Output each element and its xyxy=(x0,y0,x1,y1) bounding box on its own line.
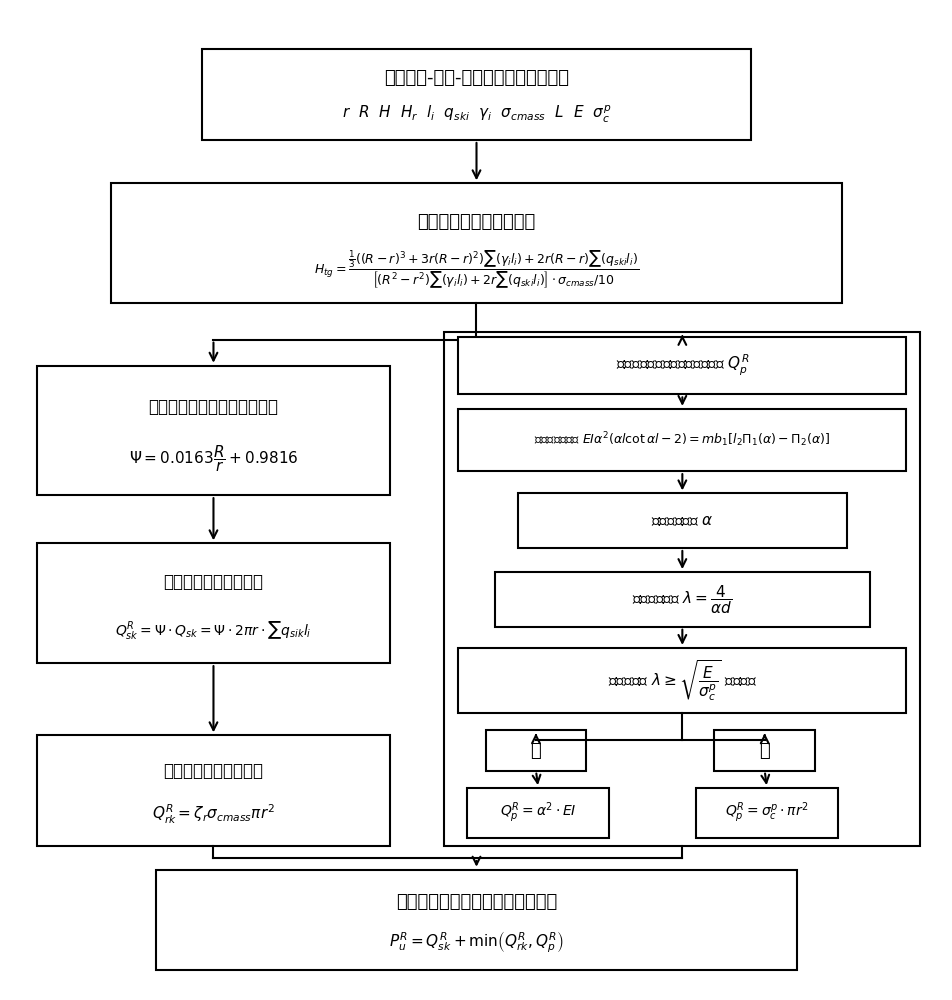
Text: $Q_{rk}^R=\zeta_r\sigma_{cmass}\pi r^2$: $Q_{rk}^R=\zeta_r\sigma_{cmass}\pi r^2$ xyxy=(152,803,274,826)
Text: 计算嵌岩段总极限阻力: 计算嵌岩段总极限阻力 xyxy=(164,762,263,780)
Bar xyxy=(695,788,837,838)
Bar xyxy=(458,648,905,713)
Text: 计算桩身侧摩阻力拱效应系数: 计算桩身侧摩阻力拱效应系数 xyxy=(149,398,278,416)
Bar xyxy=(37,543,389,663)
Text: 穿越溶洞型嵌岩桩竖向极限承载力: 穿越溶洞型嵌岩桩竖向极限承载力 xyxy=(395,893,557,911)
Bar xyxy=(444,332,920,846)
Text: $Q_p^R=\alpha^2\cdot EI$: $Q_p^R=\alpha^2\cdot EI$ xyxy=(500,801,576,825)
Bar xyxy=(458,337,905,394)
Bar xyxy=(494,572,869,627)
Text: $P_u^R=Q_{sk}^R+\min\left(Q_{rk}^R,Q_p^R\right)$: $P_u^R=Q_{sk}^R+\min\left(Q_{rk}^R,Q_p^R… xyxy=(388,929,564,955)
Text: 计算柔度系数 $\lambda=\dfrac{4}{\alpha d}$: 计算柔度系数 $\lambda=\dfrac{4}{\alpha d}$ xyxy=(631,583,732,616)
Text: 确定基桩-地层-溶洞的几何和力学参数: 确定基桩-地层-溶洞的几何和力学参数 xyxy=(384,69,568,87)
Text: 求解未知参数 $\alpha$: 求解未知参数 $\alpha$ xyxy=(650,513,713,528)
Bar xyxy=(714,730,814,771)
Text: $Q_p^R=\sigma_c^p\cdot\pi r^2$: $Q_p^R=\sigma_c^p\cdot\pi r^2$ xyxy=(724,801,808,825)
Text: 计算桩身轴向受压破坏极限荷载 $Q_p^R$: 计算桩身轴向受压破坏极限荷载 $Q_p^R$ xyxy=(615,353,748,378)
Text: $\Psi=0.0163\dfrac{R}{r}+0.9816$: $\Psi=0.0163\dfrac{R}{r}+0.9816$ xyxy=(129,444,298,474)
Bar xyxy=(156,870,796,970)
Text: $H_{tg}=\dfrac{\frac{1}{3}\left((R-r)^3+3r(R-r)^2\right)\sum(\gamma_i l_i)+2r(R-: $H_{tg}=\dfrac{\frac{1}{3}\left((R-r)^3+… xyxy=(313,248,639,291)
Bar xyxy=(202,49,750,140)
Bar xyxy=(37,366,389,495)
Text: $r\ \ R\ \ H\ \ H_r\ \ l_i\ \ q_{ski}\ \ \gamma_i\ \ \sigma_{cmass}\ \ L\ \ E\ \: $r\ \ R\ \ H\ \ H_r\ \ l_i\ \ q_{ski}\ \… xyxy=(342,104,610,125)
Text: $Q_{sk}^R=\Psi\cdot Q_{sk}=\Psi\cdot 2\pi r\cdot\sum q_{sik}l_i$: $Q_{sk}^R=\Psi\cdot Q_{sk}=\Psi\cdot 2\p… xyxy=(115,619,311,641)
Text: 建立超越方程式 $EI\alpha^2(\alpha l\cot\alpha l-2)=mb_1[l_2\Pi_1(\alpha)-\Pi_2(\alpha)]: 建立超越方程式 $EI\alpha^2(\alpha l\cot\alpha l… xyxy=(534,431,829,449)
Bar xyxy=(486,730,585,771)
Bar xyxy=(466,788,608,838)
Text: 计算溶洞顶板塌落拱高度: 计算溶洞顶板塌落拱高度 xyxy=(417,213,535,231)
Text: 计算桩身极限侧摩阻力: 计算桩身极限侧摩阻力 xyxy=(164,573,263,591)
Text: 是: 是 xyxy=(530,742,541,760)
Bar xyxy=(110,183,842,303)
Bar xyxy=(517,493,846,548)
Text: 判断不等式 $\lambda\geq\sqrt{\dfrac{E}{\sigma_c^p}}$ 是否成立: 判断不等式 $\lambda\geq\sqrt{\dfrac{E}{\sigma… xyxy=(607,658,756,703)
Text: 否: 否 xyxy=(759,742,769,760)
Bar xyxy=(458,409,905,471)
Bar xyxy=(37,735,389,846)
